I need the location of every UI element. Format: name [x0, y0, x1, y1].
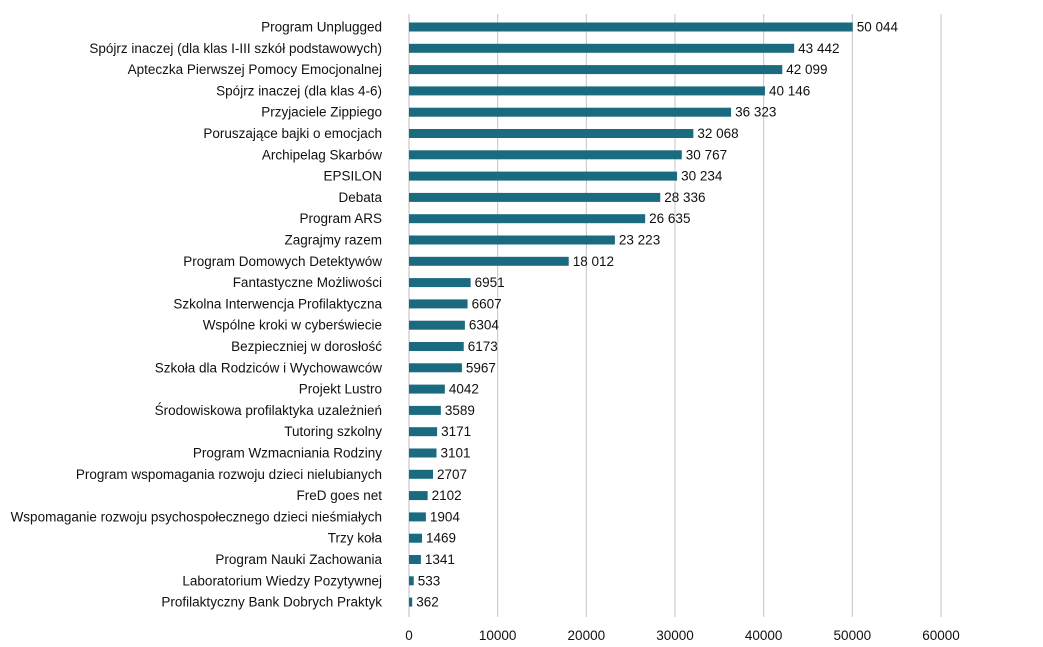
bar	[409, 533, 423, 543]
x-tick-label: 60000	[922, 628, 960, 643]
category-label: Laboratorium Wiedzy Pozytywnej	[182, 573, 382, 588]
category-label: Archipelag Skarbów	[262, 147, 382, 162]
category-labels: Program Unplugged Spójrz inaczej (dla kla…	[11, 20, 383, 610]
bar	[409, 192, 661, 202]
value-label: 18 012	[573, 254, 614, 269]
value-label: 30 234	[681, 169, 723, 184]
category-label: Program wspomagania rozwoju dzieci nielu…	[76, 467, 382, 482]
value-label: 30 767	[686, 147, 727, 162]
category-label: Apteczka Pierwszej Pomocy Emocjonalnej	[128, 62, 382, 77]
category-label: Poruszające bajki o emocjach	[203, 126, 382, 141]
category-label: Środowiskowa profilaktyka uzależnień	[155, 403, 382, 418]
value-label: 1341	[425, 552, 455, 567]
x-tick-label: 10000	[479, 628, 517, 643]
category-label: Program Unplugged	[261, 20, 382, 35]
value-label: 50 044	[857, 20, 899, 35]
bar	[409, 171, 678, 181]
value-label: 6304	[469, 318, 500, 333]
category-label: Szkoła dla Rodziców i Wychowawców	[155, 360, 382, 375]
value-labels: 50 044 43 442 42 099 40 146 36 323 32 068 30 7…	[416, 20, 898, 610]
x-tick-label: 20000	[568, 628, 606, 643]
bar	[409, 129, 694, 138]
bar	[409, 299, 468, 309]
x-tick-label: 50000	[834, 628, 872, 643]
bar	[409, 214, 646, 224]
category-label: FreD goes net	[296, 488, 382, 503]
bar	[409, 363, 462, 373]
bar	[409, 235, 615, 245]
bar	[409, 43, 795, 53]
category-label: Program Wzmacniania Rodziny	[193, 446, 382, 461]
bar	[409, 107, 732, 117]
category-label: Wspólne kroki w cyberświecie	[203, 318, 382, 333]
value-label: 26 635	[649, 211, 690, 226]
value-label: 2707	[437, 467, 467, 482]
value-label: 3101	[440, 446, 470, 461]
bar	[409, 448, 437, 458]
bars	[409, 22, 853, 607]
value-label: 3589	[445, 403, 475, 418]
value-label: 6951	[475, 275, 505, 290]
category-label: EPSILON	[323, 169, 382, 184]
value-label: 43 442	[798, 41, 839, 56]
value-label: 533	[418, 573, 441, 588]
bar	[409, 65, 783, 75]
bar	[409, 491, 428, 501]
category-label: Spójrz inaczej (dla klas I-III szkół pod…	[89, 41, 382, 56]
bar	[409, 427, 438, 437]
category-label: Trzy koła	[328, 531, 383, 546]
value-label: 6173	[468, 339, 498, 354]
bar	[409, 469, 434, 479]
value-label: 32 068	[697, 126, 738, 141]
value-label: 3171	[441, 424, 471, 439]
bar	[409, 150, 682, 160]
category-label: Bezpieczniej w dorosłość	[231, 339, 382, 354]
category-label: Zagrajmy razem	[284, 233, 382, 248]
value-label: 40 146	[769, 83, 810, 98]
category-label: Szkolna Interwencja Profilaktyczna	[173, 296, 382, 311]
bar	[409, 384, 445, 394]
value-label: 362	[416, 595, 439, 610]
category-label: Fantastyczne Możliwości	[233, 275, 382, 290]
bar	[409, 342, 464, 351]
value-label: 23 223	[619, 233, 660, 248]
bar	[409, 405, 441, 415]
x-axis-ticks: 0 10000 20000 30000 40000 50000 60000	[405, 628, 960, 643]
x-tick-label: 30000	[656, 628, 694, 643]
bar	[409, 320, 465, 330]
category-label: Spójrz inaczej (dla klas 4-6)	[216, 83, 382, 98]
x-tick-label: 0	[405, 628, 413, 643]
category-label: Debata	[338, 190, 382, 205]
category-label: Program Domowych Detektywów	[183, 254, 382, 269]
category-label: Profilaktyczny Bank Dobrych Praktyk	[161, 595, 382, 610]
bar	[409, 597, 413, 607]
value-label: 6607	[472, 296, 502, 311]
bar	[409, 256, 569, 266]
value-label: 36 323	[735, 105, 776, 120]
category-label: Przyjaciele Zippiego	[261, 105, 382, 120]
value-label: 4042	[449, 382, 479, 397]
value-label: 1904	[430, 509, 461, 524]
category-label: Projekt Lustro	[299, 382, 382, 397]
category-label: Tutoring szkolny	[284, 424, 382, 439]
value-label: 2102	[432, 488, 462, 503]
value-label: 42 099	[786, 62, 827, 77]
value-label: 5967	[466, 360, 496, 375]
bar	[409, 86, 765, 96]
bar	[409, 22, 853, 32]
bar	[409, 512, 426, 522]
bar	[409, 555, 421, 564]
category-label: Wspomaganie rozwoju psychospołecznego dz…	[11, 509, 382, 524]
category-label: Program ARS	[299, 211, 382, 226]
category-label: Program Nauki Zachowania	[215, 552, 382, 567]
x-tick-label: 40000	[745, 628, 783, 643]
value-label: 28 336	[664, 190, 705, 205]
gridlines	[408, 14, 942, 617]
value-label: 1469	[426, 531, 456, 546]
bar	[409, 278, 471, 288]
bar	[409, 576, 414, 586]
